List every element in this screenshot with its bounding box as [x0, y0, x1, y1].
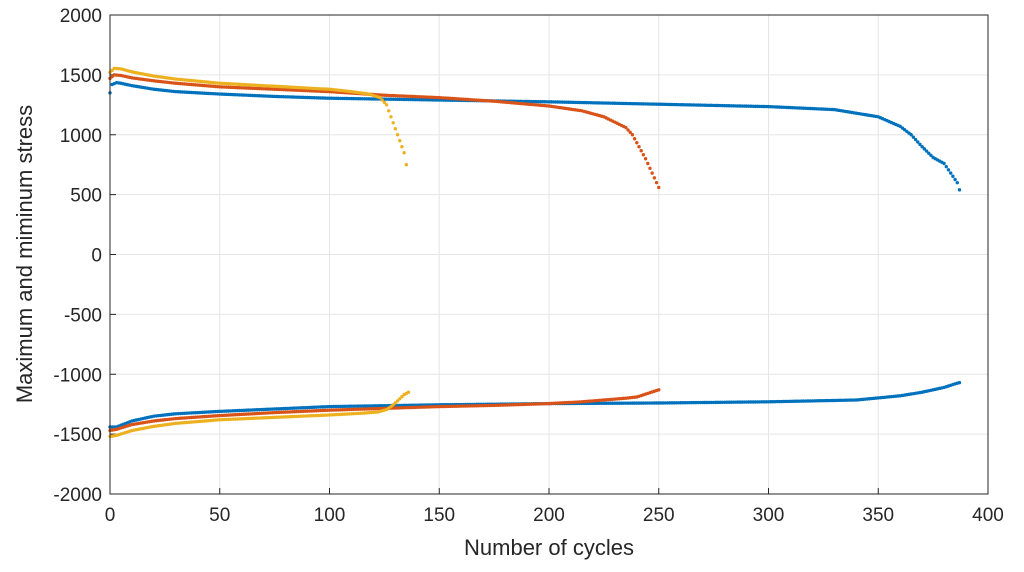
y-tick-label: 2000: [60, 6, 102, 27]
data-point-orange-max: [646, 161, 650, 166]
data-points: [108, 66, 962, 439]
data-point-orange-max: [635, 141, 639, 145]
data-point-blue-max: [918, 142, 922, 147]
data-point-orange-max: [639, 149, 643, 153]
data-point-yellow-min: [395, 399, 400, 403]
data-point-yellow-max: [391, 121, 395, 125]
data-point-blue-max: [946, 168, 951, 172]
data-point-blue-max: [924, 149, 929, 153]
data-point-orange-max: [632, 137, 637, 141]
y-tick-label: 500: [70, 186, 102, 207]
data-point-blue-max: [929, 153, 933, 158]
x-tick-labels: 0 50 100 150 200 250 300 350 400: [105, 505, 1004, 526]
x-tick-label: 0: [105, 505, 116, 526]
x-tick-label: 300: [753, 505, 785, 526]
y-axis-label: Maximum and miminum stress: [12, 105, 37, 403]
data-point-orange-max: [650, 171, 654, 175]
x-tick-label: 100: [314, 505, 346, 526]
x-tick-label: 150: [423, 505, 455, 526]
data-point-blue-max: [953, 177, 957, 182]
x-tick-label: 400: [972, 505, 1004, 526]
plot-frame: [109, 14, 989, 495]
series-yellow: [108, 66, 411, 439]
data-point-orange-max: [630, 133, 635, 137]
data-point-blue-max: [944, 164, 948, 169]
data-point-yellow-max: [380, 98, 384, 102]
x-tick-label: 50: [209, 505, 230, 526]
y-tick-label: 1000: [60, 126, 102, 147]
data-point-blue-max: [922, 147, 927, 151]
data-point-blue-max: [957, 188, 962, 192]
data-point-blue-max: [913, 137, 918, 142]
y-tick-labels: -2000 -1500 -1000 -500 0 500 1000 1500 2000: [53, 6, 102, 506]
data-point-yellow-min: [400, 395, 404, 399]
data-point-blue-min: [957, 380, 962, 385]
data-point-orange-max: [654, 180, 659, 185]
data-point-yellow-max: [393, 127, 398, 131]
data-point-orange-max: [652, 176, 657, 180]
data-point-blue-max: [927, 151, 931, 155]
y-tick-label: 0: [91, 246, 102, 267]
data-point-blue-max: [948, 171, 953, 175]
data-point-yellow-max: [110, 68, 114, 73]
data-point-blue-max: [942, 161, 946, 166]
data-point-yellow-max: [402, 151, 406, 155]
data-point-yellow-max: [389, 115, 393, 119]
data-point-orange-min: [657, 388, 661, 392]
x-tick-label: 200: [533, 505, 565, 526]
data-point-orange-max: [626, 128, 630, 132]
data-point-yellow-min: [398, 397, 402, 401]
y-tick-label: -1500: [53, 425, 102, 446]
series-orange: [108, 73, 661, 433]
data-point-orange-max: [643, 157, 648, 161]
data-point-yellow-max: [384, 103, 389, 107]
series-blue: [108, 80, 962, 429]
data-point-blue-max: [920, 145, 924, 149]
data-point-blue-max: [911, 135, 916, 139]
y-tick-label: -500: [64, 305, 102, 326]
data-point-orange-max: [637, 145, 641, 149]
data-point-yellow-max: [378, 95, 382, 100]
data-point-orange-max: [628, 130, 632, 135]
data-point-orange-max: [648, 166, 652, 170]
data-point-orange-max: [624, 125, 628, 130]
data-point-yellow-max: [398, 139, 402, 143]
y-tick-label: -2000: [53, 485, 102, 506]
data-point-yellow-min: [406, 390, 411, 394]
data-point-yellow-max: [400, 145, 404, 149]
y-tick-label: 1500: [60, 66, 102, 87]
data-point-yellow-max: [404, 162, 409, 167]
data-point-yellow-max: [387, 109, 391, 113]
data-point-yellow-min: [393, 401, 398, 405]
x-tick-label: 250: [643, 505, 675, 526]
data-point-yellow-max: [395, 133, 400, 137]
y-tick-label: -1000: [53, 365, 102, 386]
data-point-orange-max: [641, 153, 646, 157]
data-point-blue-max: [909, 133, 913, 137]
data-point-blue-max: [955, 180, 959, 185]
data-point-yellow-max: [382, 100, 387, 105]
data-point-orange-max: [657, 185, 661, 190]
data-point-blue-max: [951, 174, 955, 178]
x-tick-label: 350: [862, 505, 894, 526]
x-axis-label: Number of cycles: [464, 535, 634, 560]
data-point-blue-max: [916, 140, 920, 144]
